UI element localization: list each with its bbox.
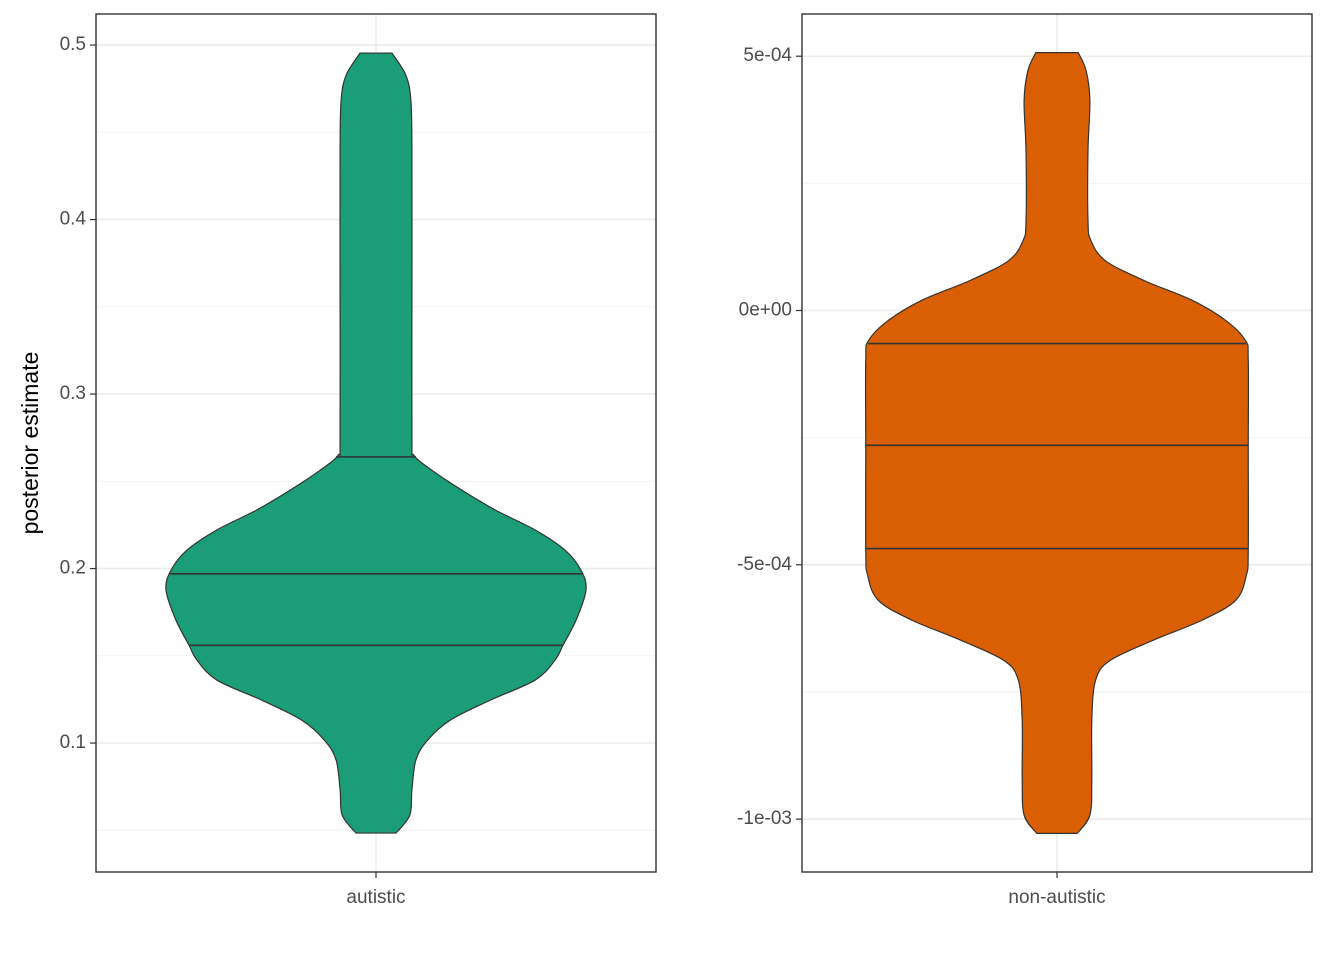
y-axis-title: posterior estimate bbox=[17, 352, 43, 535]
y-tick-label: -1e-03 bbox=[737, 808, 792, 829]
y-tick-label: 0.5 bbox=[60, 34, 86, 55]
y-tick-label: 0.3 bbox=[60, 383, 86, 404]
panel-border bbox=[95, 13, 657, 873]
violin bbox=[165, 52, 587, 834]
y-tick-label: 0e+00 bbox=[739, 300, 792, 321]
y-tick-label: -5e-04 bbox=[737, 554, 792, 575]
panel-border bbox=[801, 13, 1313, 873]
x-tick-label: non-autistic bbox=[1008, 887, 1105, 908]
x-tick-label: autistic bbox=[346, 887, 405, 908]
violin bbox=[864, 52, 1250, 834]
y-tick-label: 5e-04 bbox=[743, 45, 792, 66]
y-tick-label: 0.1 bbox=[60, 732, 86, 753]
y-tick-label: 0.4 bbox=[60, 209, 87, 230]
y-tick-label: 0.2 bbox=[60, 558, 86, 579]
